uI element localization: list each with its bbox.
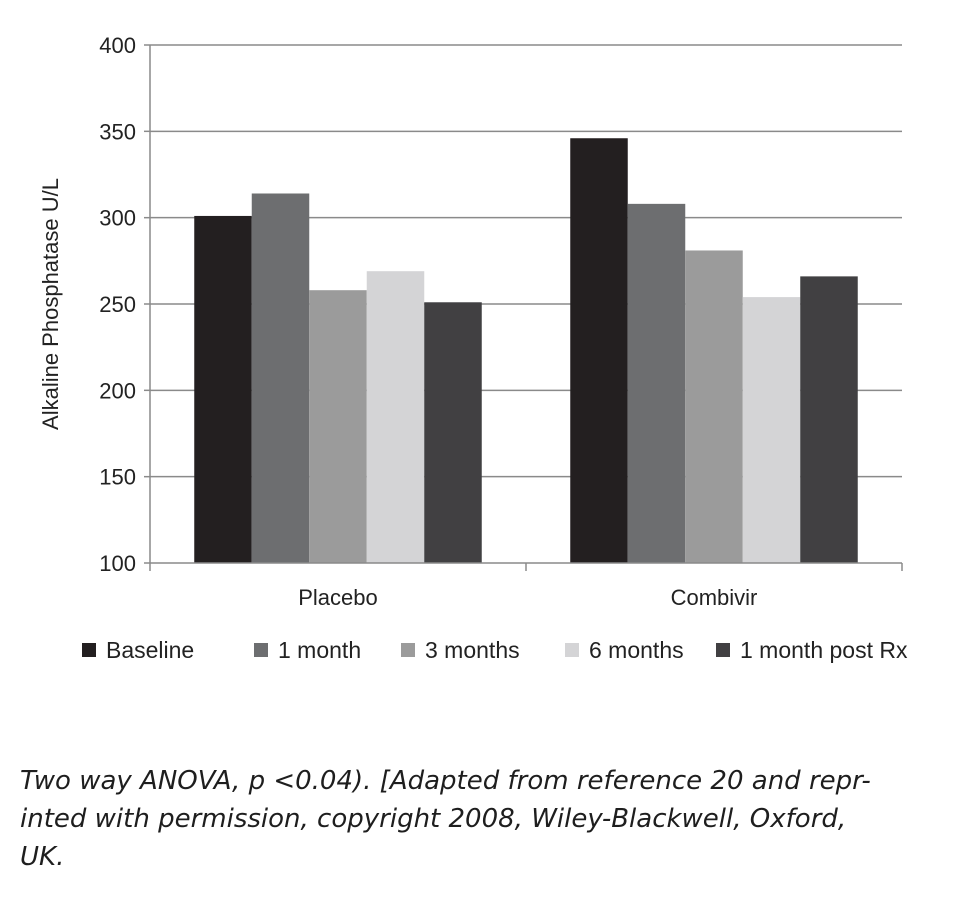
bar-placebo-3-months [309,290,367,563]
bars [194,138,858,564]
legend-item-3-months: 3 months [401,637,520,663]
legend-label: Baseline [106,637,194,663]
legend-label: 1 month [278,637,361,663]
y-axis-label: Alkaline Phosphatase U/L [38,178,63,430]
bar-combivir-1-month [627,203,686,563]
y-tick-label: 300 [99,206,136,231]
x-tick-label-placebo: Placebo [298,585,378,610]
legend-item-6-months: 6 months [565,637,684,663]
x-tick-label-combivir: Combivir [671,585,758,610]
bar-placebo-6-months [366,271,425,563]
legend-label: 3 months [425,637,520,663]
legend-swatch [254,643,268,657]
legend-label: 6 months [589,637,684,663]
legend-swatch [716,643,730,657]
y-tick-label: 250 [99,292,136,317]
caption-line-1: Two way ANOVA, p <0.04). [Adapted from r… [20,766,871,796]
legend-label: 1 month post Rx [740,637,908,663]
bar-combivir-baseline [570,138,628,564]
axes [149,45,903,571]
y-tick-label: 400 [99,33,136,58]
x-tick-labels: Placebo Combivir [298,585,757,610]
y-tick-label: 150 [99,465,136,490]
y-tick-labels: 100 150 200 250 300 350 400 [99,33,136,576]
legend-item-1-month: 1 month [254,637,361,663]
legend-item-1-month-post-rx: 1 month post Rx [716,637,908,663]
figure-caption: Two way ANOVA, p <0.04). [Adapted from r… [20,762,940,876]
bar-placebo-baseline [194,215,252,563]
legend: Baseline 1 month 3 months 6 months 1 month p… [82,637,908,663]
y-tick-label: 200 [99,378,136,403]
legend-swatch [565,643,579,657]
bar-combivir-6-months [742,297,801,563]
bar-placebo-1-month-post-rx [424,302,482,563]
legend-swatch [82,643,96,657]
y-tick-label: 350 [99,119,136,144]
y-tick-label: 100 [99,551,136,576]
legend-item-baseline: Baseline [82,637,194,663]
caption-line-2: inted with permission, copyright 2008, W… [20,804,847,834]
bar-combivir-3-months [685,250,743,563]
legend-swatch [401,643,415,657]
bar-combivir-1-month-post-rx [800,276,858,563]
bar-chart: 100 150 200 250 300 350 400 Placebo Combivir Al… [38,33,908,663]
bar-placebo-1-month [251,193,310,563]
caption-line-3: UK. [20,842,65,872]
